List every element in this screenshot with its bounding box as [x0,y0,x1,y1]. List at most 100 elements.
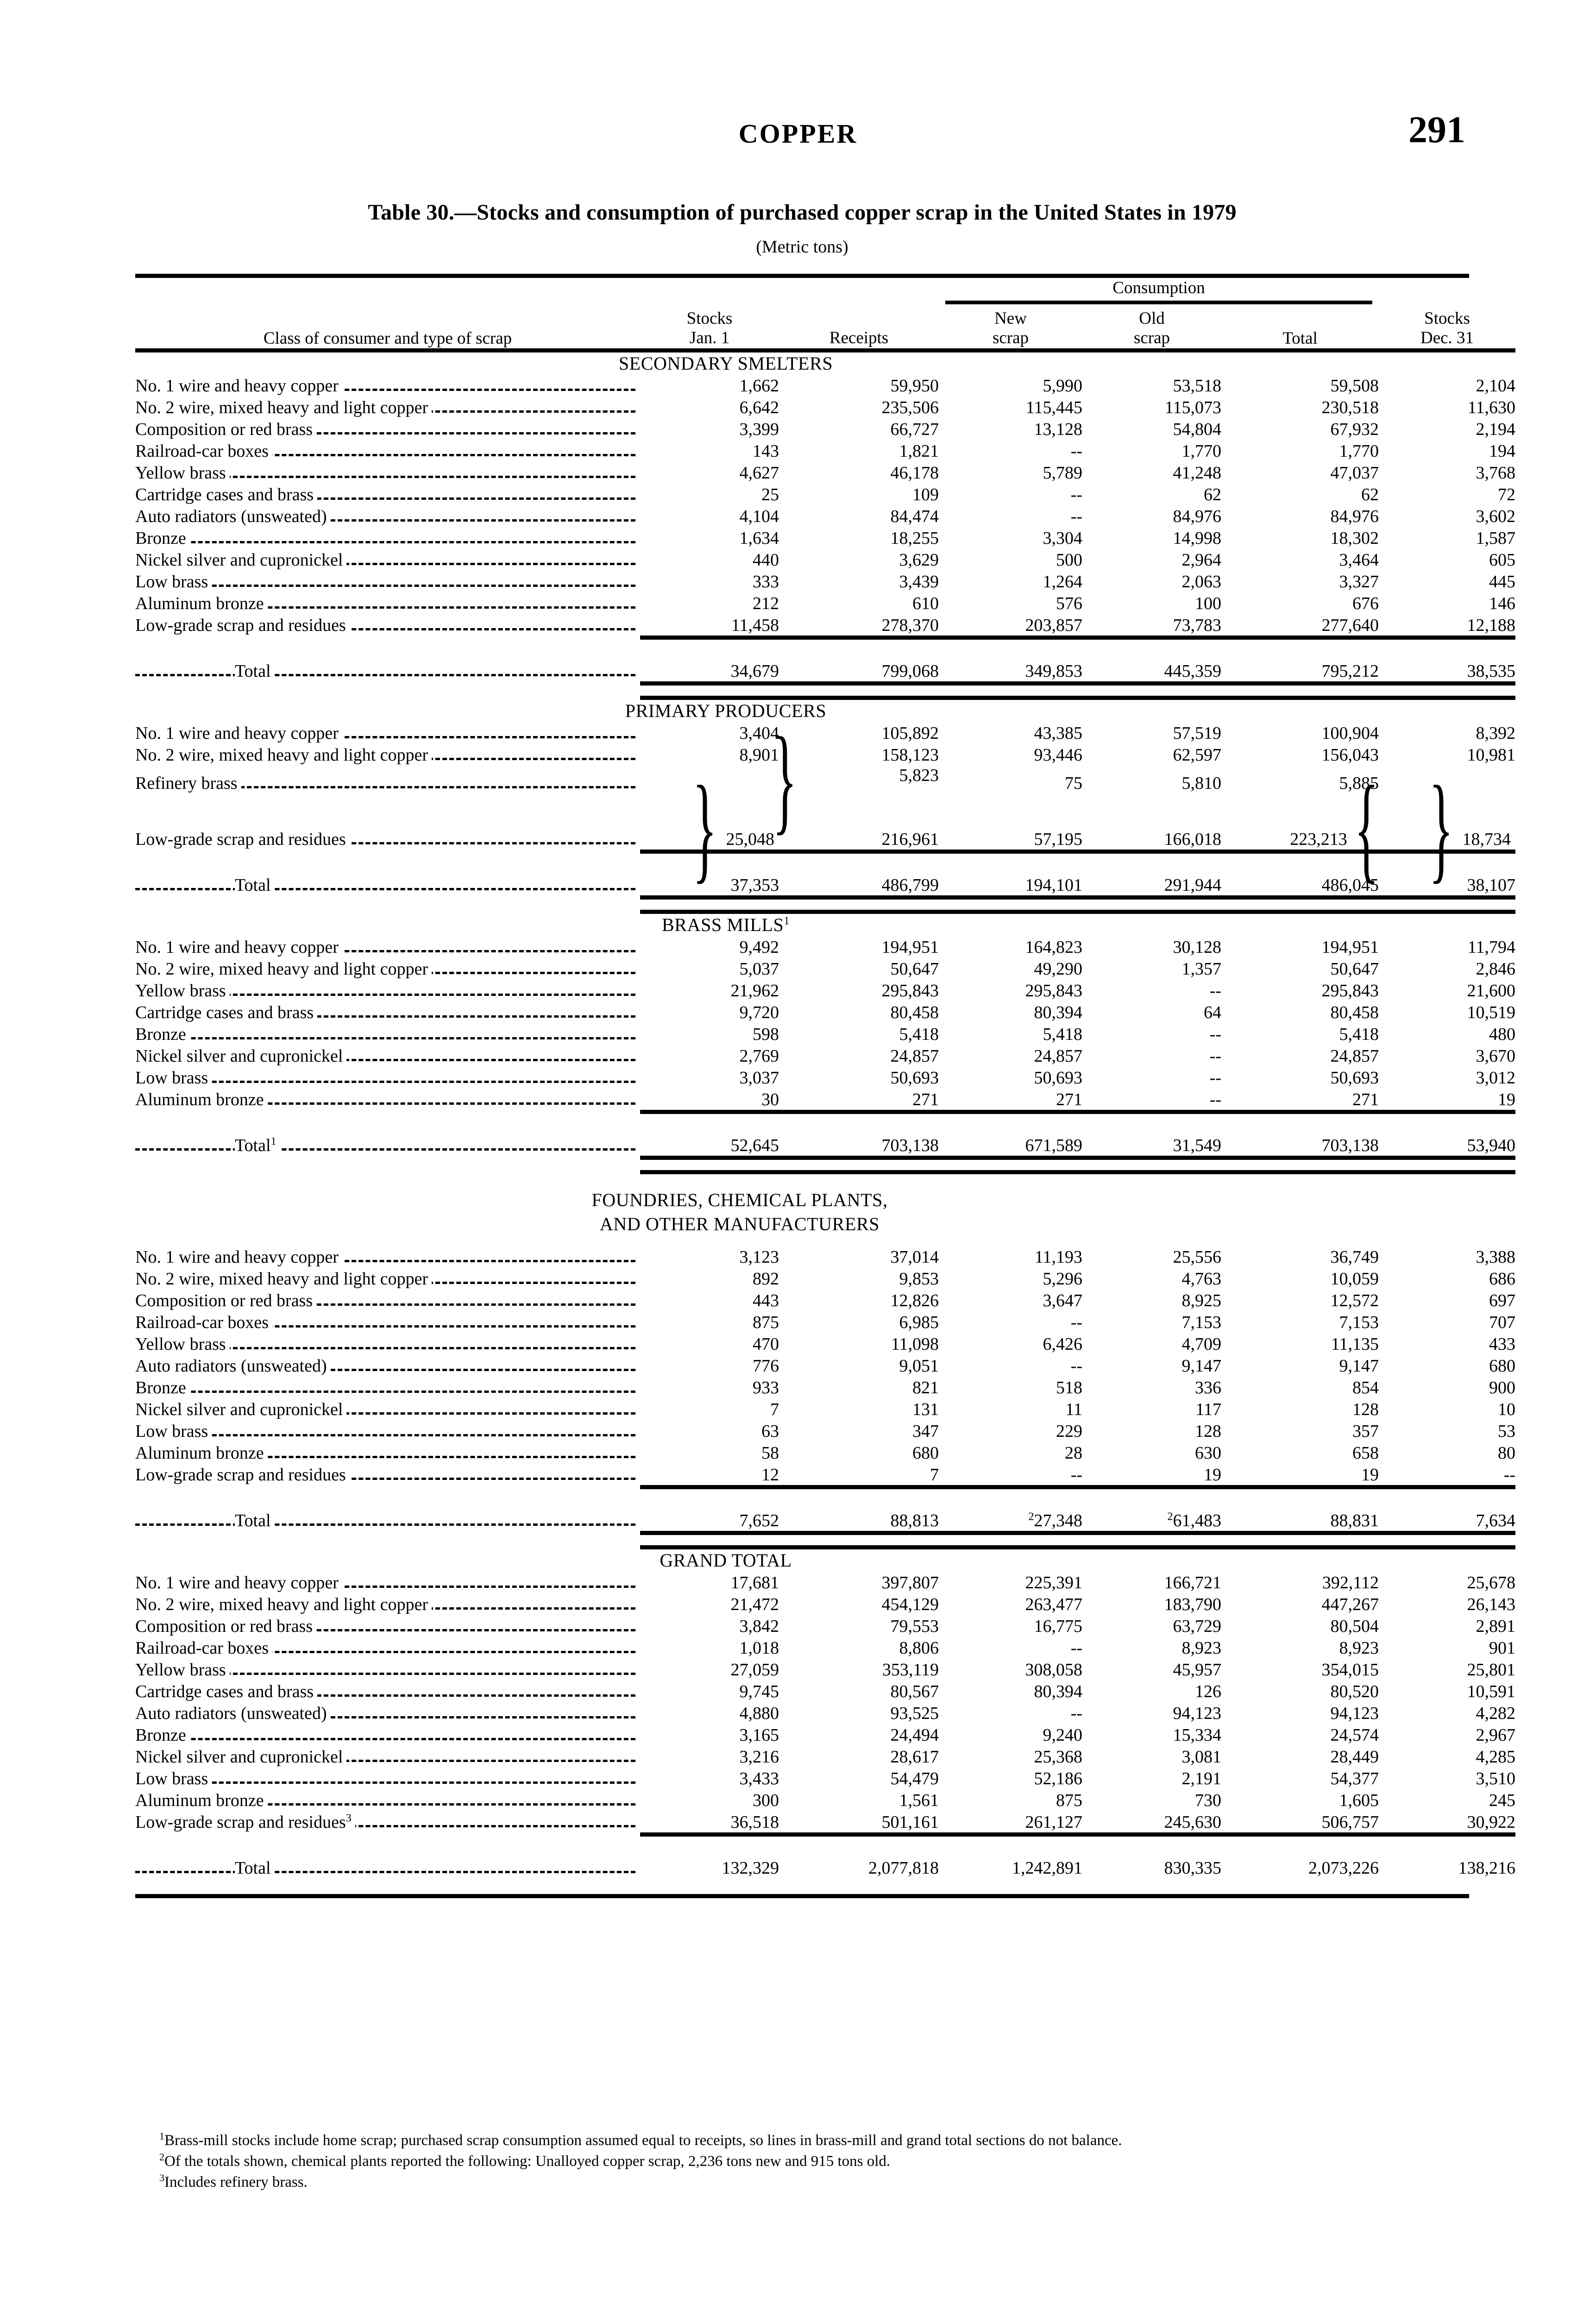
row-label-text: Low-grade scrap and residues [135,1465,350,1485]
table-row: Low brass 3,433 54,479 52,186 2,191 54,3… [135,1767,1515,1789]
cell-stocks-jan: 25 [761,485,779,505]
row-label-text: Aluminum bronze [135,1443,268,1463]
leader-dots [135,541,635,544]
leader-dots [135,1694,635,1697]
row-label: Bronze [135,1724,640,1745]
cell-old-scrap: 5,810 [1181,773,1222,793]
row-label-text: No. 2 wire, mixed heavy and light copper [135,745,432,765]
cell-new-scrap: 57,195 [1034,829,1083,849]
row-label-word: Low-grade scrap and residues [135,1812,346,1832]
header-stocks-jan: Stocks Jan. 1 [640,278,779,349]
total-new-scrap: 227,348 [939,1489,1083,1531]
cell-receipts: 18,255 [890,529,939,548]
cell-receipts: 109 [912,485,939,505]
cell-new-scrap: 576 [1056,594,1082,614]
row-label-text: No. 2 wire, mixed heavy and light copper [135,398,432,418]
cell-total: 295,843 [1321,981,1379,1001]
running-head-title: COPPER [738,119,858,149]
leader-dots [135,1803,635,1806]
section-end-rule-upper [640,681,1516,686]
cell-stocks-dec: 245 [1489,1790,1516,1810]
cell-total: 19 [1361,1465,1379,1485]
cell-receipts: 28,617 [890,1747,939,1767]
header-consumption-label: Consumption [1112,278,1205,297]
section-total-rule [640,1485,1516,1489]
row-label-text: Low-grade scrap and residues3 [135,1812,355,1832]
cell-stocks-dec: 2,104 [1476,376,1516,396]
section-total-row: Total 37,353 486,799 194,101 291,944 486… [135,854,1515,895]
cell-stocks-dec: 3,388 [1476,1247,1516,1267]
cell-receipts: 3,439 [899,572,939,592]
table-caption: Table 30.—Stocks and consumption of purc… [368,200,1237,225]
header-new-scrap: New scrap [939,309,1082,349]
cell-receipts: 610 [912,594,939,614]
cell-total: 3,327 [1339,572,1379,592]
cell-new-scrap: 263,477 [1025,1594,1083,1614]
old-scrap-footnote-marker: 2 [1167,1510,1173,1523]
cell-old-scrap: 2,964 [1181,550,1222,570]
header-stocks-jan-line2: Jan. 1 [689,328,730,348]
header-consumption-group: Consumption [939,278,1379,309]
row-label: Low brass [135,1767,640,1789]
cell-stocks-dec: 10,591 [1467,1681,1516,1701]
row-label: Bronze [135,527,640,548]
total-label-text: Total [235,1510,275,1530]
total-new-scrap: 349,853 [1025,661,1083,681]
leader-dots [135,1259,635,1262]
leader-dots [135,1629,635,1631]
cell-stocks-dec: 53 [1498,1421,1516,1441]
section-end-rule-cell [640,1155,1516,1174]
row-label-text: Low-grade scrap and residues [135,829,350,849]
table-row: Aluminum bronze 212 610 576 100 676 146 [135,592,1515,614]
cell-receipts: 54,479 [890,1768,939,1788]
cell-new-scrap: 50,693 [1034,1068,1083,1088]
table-row: Aluminum bronze 58 680 28 630 658 80 [135,1441,1515,1463]
cell-new-scrap: 518 [1056,1378,1082,1397]
row-label: Cartridge cases and brass [135,1001,640,1023]
table-row: Cartridge cases and brass 9,720 80,458 8… [135,1001,1515,1023]
cell-stocks-jan: 3,399 [739,420,779,440]
row-label: Composition or red brass [135,1289,640,1311]
cell-stocks-dec: 3,768 [1476,463,1516,483]
total-old-scrap: 291,944 [1164,875,1222,895]
cell-receipts: 46,178 [890,463,939,483]
header-old-scrap-line1: Old [1139,308,1165,328]
total-old-scrap-value: 61,483 [1173,1510,1222,1530]
leader-dots [135,1759,635,1762]
cell-receipts: } 5,823 [773,720,939,838]
table-row: Auto radiators (unsweated) 4,880 93,525 … [135,1702,1515,1724]
cell-total: 357 [1352,1421,1379,1441]
leader-dots [135,1325,635,1328]
cell-stocks-jan: 440 [753,550,779,570]
table-row: No. 1 wire and heavy copper 9,492 194,95… [135,936,1515,957]
cell-new-scrap: -- [1070,1465,1082,1485]
total-label: Total1 [135,1114,640,1156]
leader-dots [135,1058,635,1061]
section-total-rule [640,1832,1516,1837]
section-total-rule-row [135,1109,1516,1114]
leader-dots [135,993,635,996]
cell-receipts: 194,951 [881,937,939,957]
table-row: Composition or red brass 443 12,826 3,64… [135,1289,1515,1311]
cell-new-scrap: 3,647 [1043,1290,1083,1310]
cell-new-scrap: 9,240 [1043,1725,1083,1745]
row-label-text: Aluminum bronze [135,594,268,614]
cell-old-scrap: 166,721 [1164,1573,1222,1592]
row-label-text: Bronze [135,1378,190,1397]
header-bottom-rule-cell [135,348,1516,353]
cell-receipts: 5,418 [899,1024,939,1044]
cell-old-scrap: 8,923 [1181,1638,1222,1658]
cell-old-scrap: 57,519 [1173,724,1222,743]
cell-old-scrap: 64 [1204,1002,1221,1022]
cell-old-scrap: 15,334 [1173,1725,1222,1745]
cell-receipts: 680 [912,1443,939,1463]
row-label: Low-grade scrap and residues3 [135,1811,640,1832]
table-row: No. 1 wire and heavy copper 3,404 105,89… [135,722,1515,743]
cell-new-scrap: 229 [1056,1421,1082,1441]
cell-total: 128 [1352,1399,1379,1419]
cell-old-scrap: 7,153 [1181,1312,1222,1332]
section-rule-cell [640,1832,1516,1837]
row-label: Yellow brass [135,979,640,1001]
cell-stocks-dec: 605 [1489,550,1516,570]
cell-stocks-dec: 12,188 [1467,616,1516,636]
